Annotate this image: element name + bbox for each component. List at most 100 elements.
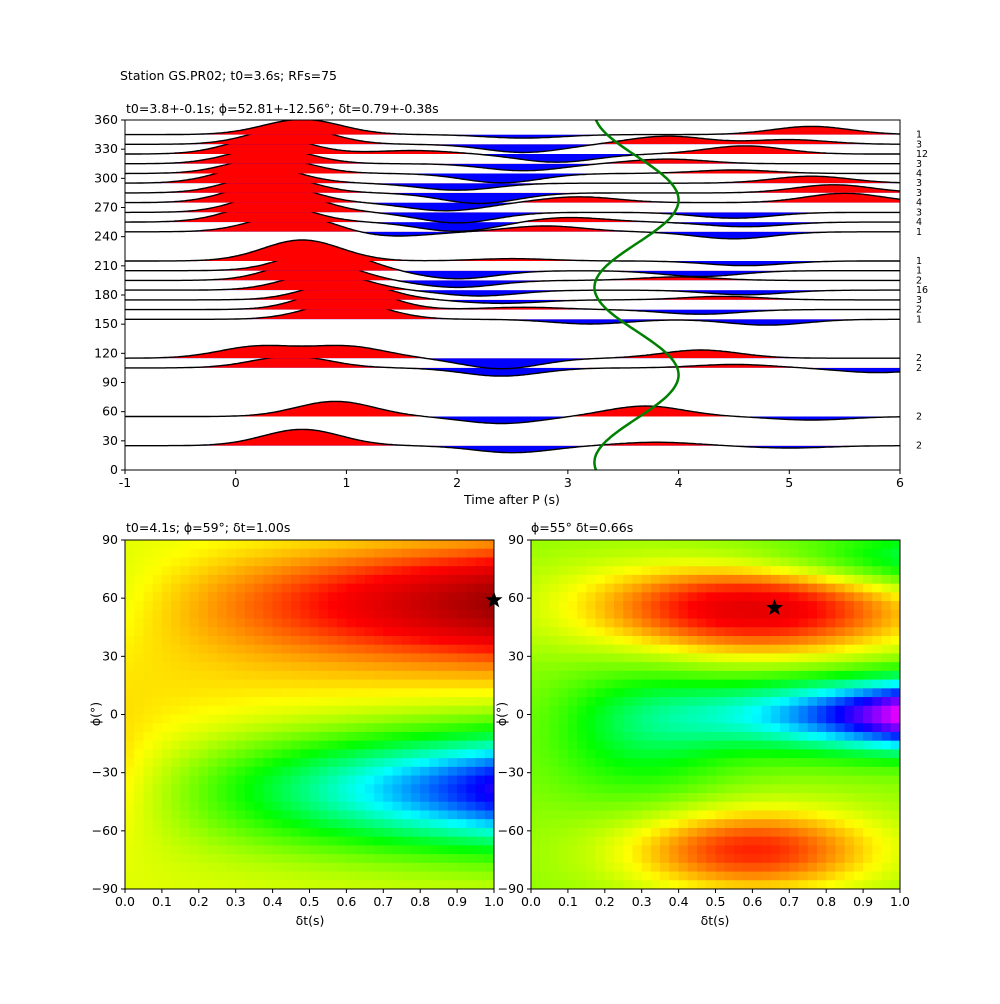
heat-cell [863,793,873,803]
heat-cell [152,609,163,620]
heat-cell [595,705,606,716]
heat-cell [374,775,384,785]
heat-cell [383,618,394,628]
heat-cell [687,557,698,567]
heat-cell [161,749,172,759]
heat-cell [623,548,634,559]
heat-cell [447,548,458,559]
heat-cell [475,862,486,873]
heat-cell [614,714,624,724]
heat-cell [364,644,375,655]
heat-cell [374,592,384,602]
heat-cell [143,592,154,602]
heat-cell [853,566,864,576]
heat-cell [770,766,781,777]
heat-cell [761,749,772,759]
heat-cell [420,766,431,777]
heat-cell [826,566,837,576]
heat-cell [208,827,218,838]
heat-cell [743,635,753,646]
heat-cell [429,679,440,689]
heat-cell [743,740,753,750]
heat-cell [669,609,680,620]
heat-cell [890,775,900,785]
heat-cell [208,871,218,881]
heat-cell [401,845,412,855]
heat-cell [226,670,237,681]
heat-cell [429,574,440,585]
heat-cell [807,845,818,855]
heat-cell [180,574,191,585]
y-tick-label: 360 [94,112,118,127]
heat-cell [309,740,320,750]
heat-cell [180,697,191,707]
heat-cell [660,644,670,655]
heat-cell [890,592,900,602]
heat-cell [466,723,477,733]
heat-cell [438,627,449,637]
heat-cell [863,766,873,777]
heat-cell [420,758,431,768]
heat-cell [410,618,421,628]
heat-cell [180,679,191,689]
heat-cell [152,540,163,550]
heat-cell [457,688,467,698]
heat-cell [272,644,283,655]
heat-cell [826,810,837,820]
heat-cell [281,801,292,812]
heat-cell [217,854,228,864]
heat-cell [724,705,735,716]
heat-cell [272,766,283,777]
stack-count-label: 1 [916,227,922,238]
heat-cell [318,766,329,777]
heat-cell [254,854,264,864]
heat-cell [632,574,643,585]
heat-cell [660,731,670,742]
heat-cell [853,618,864,628]
heat-cell [337,601,347,611]
heat-cell [429,871,440,881]
heat-cell [318,793,329,803]
heat-cell [318,871,329,881]
heat-cell [595,540,606,550]
heat-cell [161,609,172,620]
heat-cell [346,705,357,716]
heat-cell [752,592,763,602]
heat-cell [291,871,301,881]
heat-cell [614,705,624,716]
heat-cell [733,810,744,820]
heat-cell [475,548,486,559]
heat-cell [346,793,357,803]
heat-cell [254,644,264,655]
heat-cell [577,810,587,820]
heat-cell [844,775,855,785]
heat-cell [531,627,541,637]
heat-cell [881,574,892,585]
heat-cell [826,688,837,698]
heat-cell [761,670,772,681]
heat-cell [614,854,624,864]
heat-cell [577,723,587,733]
heat-cell [217,618,228,628]
heat-cell [392,540,403,550]
heat-cell [374,836,384,846]
heat-cell [457,635,467,646]
heat-cell [374,574,384,585]
heat-cell [890,574,900,585]
heat-cell [457,653,467,663]
heat-cell [660,635,670,646]
heat-cell [853,793,864,803]
heat-cell [475,836,486,846]
heat-cell [660,862,670,873]
heat-cell [549,766,560,777]
heat-cell [457,871,467,881]
heat-cell [355,854,366,864]
heat-cell [244,766,255,777]
heat-cell [410,705,421,716]
heat-cell [438,827,449,838]
heat-cell [807,644,818,655]
heat-cell [171,583,181,593]
heat-cell [595,644,606,655]
heat-cell [807,688,818,698]
heat-cell [807,766,818,777]
